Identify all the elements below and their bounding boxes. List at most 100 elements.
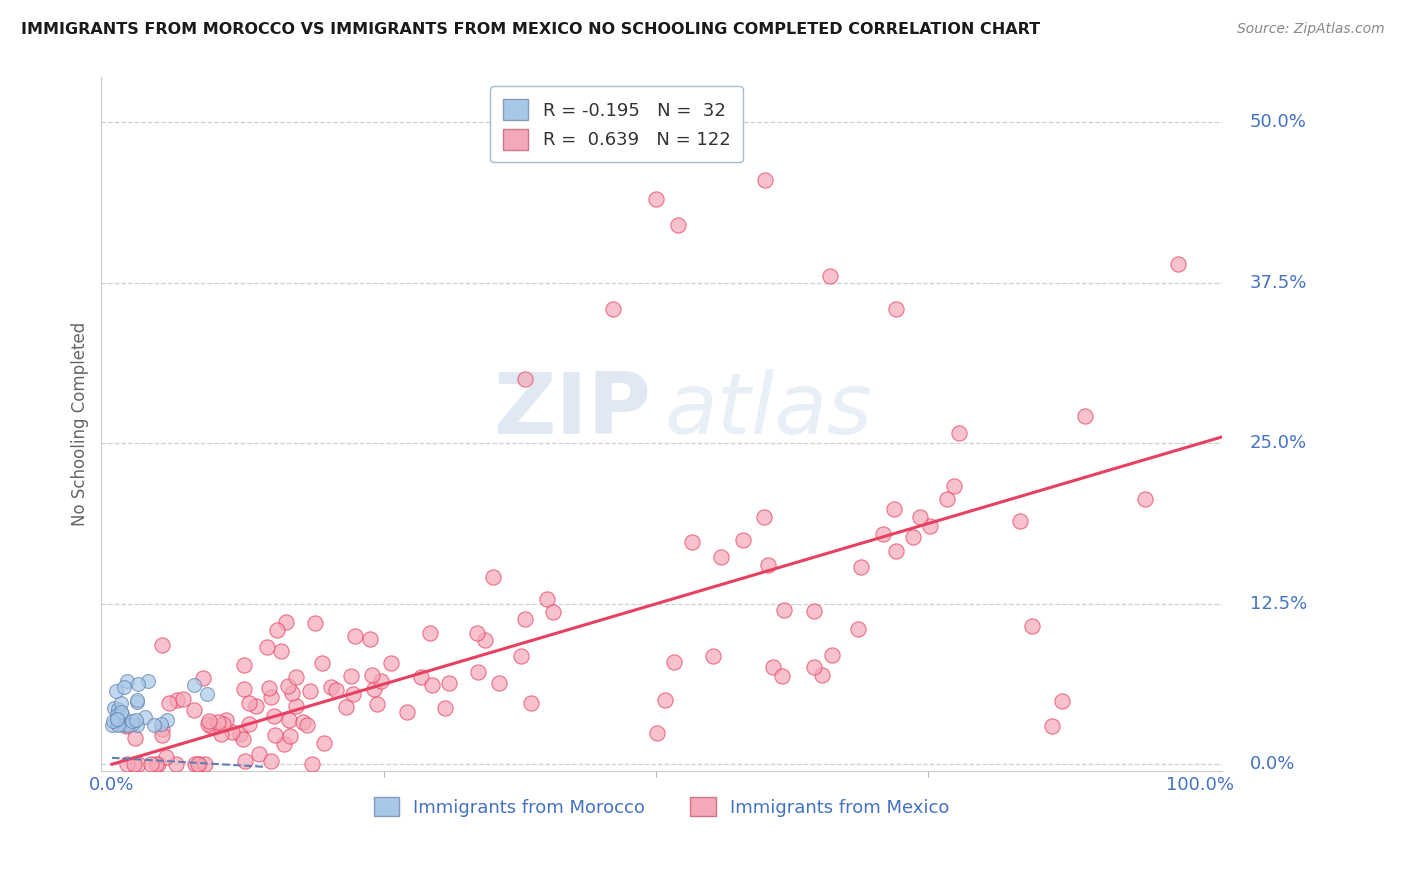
Point	[818, 269, 841, 284]
Point	[110, 706, 132, 720]
Point	[666, 218, 689, 232]
Legend: Immigrants from Morocco, Immigrants from Mexico: Immigrants from Morocco, Immigrants from…	[367, 790, 956, 824]
Point	[124, 731, 146, 745]
Point	[920, 518, 942, 533]
Point	[112, 680, 135, 694]
Point	[733, 533, 755, 547]
Point	[846, 623, 869, 637]
Point	[107, 702, 129, 716]
Point	[103, 701, 125, 715]
Point	[849, 559, 872, 574]
Point	[342, 687, 364, 701]
Point	[285, 670, 308, 684]
Point	[273, 737, 295, 751]
Point	[115, 757, 138, 772]
Point	[411, 670, 433, 684]
Point	[150, 722, 173, 736]
Text: 25.0%: 25.0%	[1250, 434, 1308, 452]
Point	[803, 660, 825, 674]
Point	[155, 749, 177, 764]
Point	[872, 527, 894, 541]
Point	[370, 674, 392, 689]
Point	[221, 724, 243, 739]
Point	[134, 710, 156, 724]
Point	[245, 699, 267, 714]
Point	[114, 718, 136, 732]
Point	[886, 543, 908, 558]
Point	[1050, 694, 1073, 708]
Point	[121, 716, 143, 731]
Point	[125, 713, 148, 727]
Point	[752, 510, 775, 524]
Point	[467, 665, 489, 679]
Point	[645, 725, 668, 739]
Point	[121, 714, 143, 728]
Text: 50.0%: 50.0%	[1250, 113, 1308, 131]
Y-axis label: No Schooling Completed: No Schooling Completed	[72, 322, 89, 526]
Point	[229, 727, 252, 741]
Point	[1074, 409, 1097, 424]
Point	[156, 713, 179, 727]
Point	[247, 747, 270, 762]
Point	[1133, 491, 1156, 506]
Point	[465, 625, 488, 640]
Point	[343, 629, 366, 643]
Point	[117, 718, 139, 732]
Point	[702, 649, 724, 664]
Point	[197, 717, 219, 731]
Point	[509, 648, 531, 663]
Point	[209, 727, 232, 741]
Point	[380, 656, 402, 670]
Point	[212, 717, 235, 731]
Text: 37.5%: 37.5%	[1250, 274, 1308, 292]
Point	[188, 757, 211, 772]
Point	[756, 558, 779, 573]
Point	[339, 669, 361, 683]
Point	[278, 713, 301, 727]
Point	[710, 550, 733, 565]
Point	[602, 301, 624, 316]
Point	[948, 425, 970, 440]
Point	[101, 718, 124, 732]
Point	[105, 712, 128, 726]
Point	[238, 717, 260, 731]
Point	[125, 718, 148, 732]
Point	[299, 683, 322, 698]
Point	[474, 633, 496, 648]
Point	[295, 718, 318, 732]
Point	[488, 676, 510, 690]
Point	[233, 657, 256, 672]
Point	[284, 698, 307, 713]
Point	[266, 623, 288, 637]
Point	[193, 671, 215, 685]
Point	[520, 696, 543, 710]
Point	[111, 707, 134, 722]
Point	[311, 657, 333, 671]
Text: ZIP: ZIP	[494, 368, 651, 451]
Point	[198, 714, 221, 728]
Point	[264, 728, 287, 742]
Point	[1040, 719, 1063, 733]
Text: 0.0%: 0.0%	[1250, 756, 1295, 773]
Point	[278, 729, 301, 743]
Point	[360, 668, 382, 682]
Point	[232, 732, 254, 747]
Point	[141, 757, 163, 772]
Point	[1167, 257, 1189, 271]
Point	[146, 757, 169, 772]
Point	[433, 701, 456, 715]
Point	[1008, 514, 1031, 528]
Point	[884, 301, 907, 316]
Point	[437, 676, 460, 690]
Point	[515, 372, 537, 386]
Point	[366, 697, 388, 711]
Point	[256, 640, 278, 654]
Point	[821, 648, 844, 662]
Point	[543, 605, 565, 619]
Point	[125, 695, 148, 709]
Point	[172, 692, 194, 706]
Point	[183, 678, 205, 692]
Point	[107, 718, 129, 732]
Point	[105, 714, 128, 728]
Point	[149, 717, 172, 731]
